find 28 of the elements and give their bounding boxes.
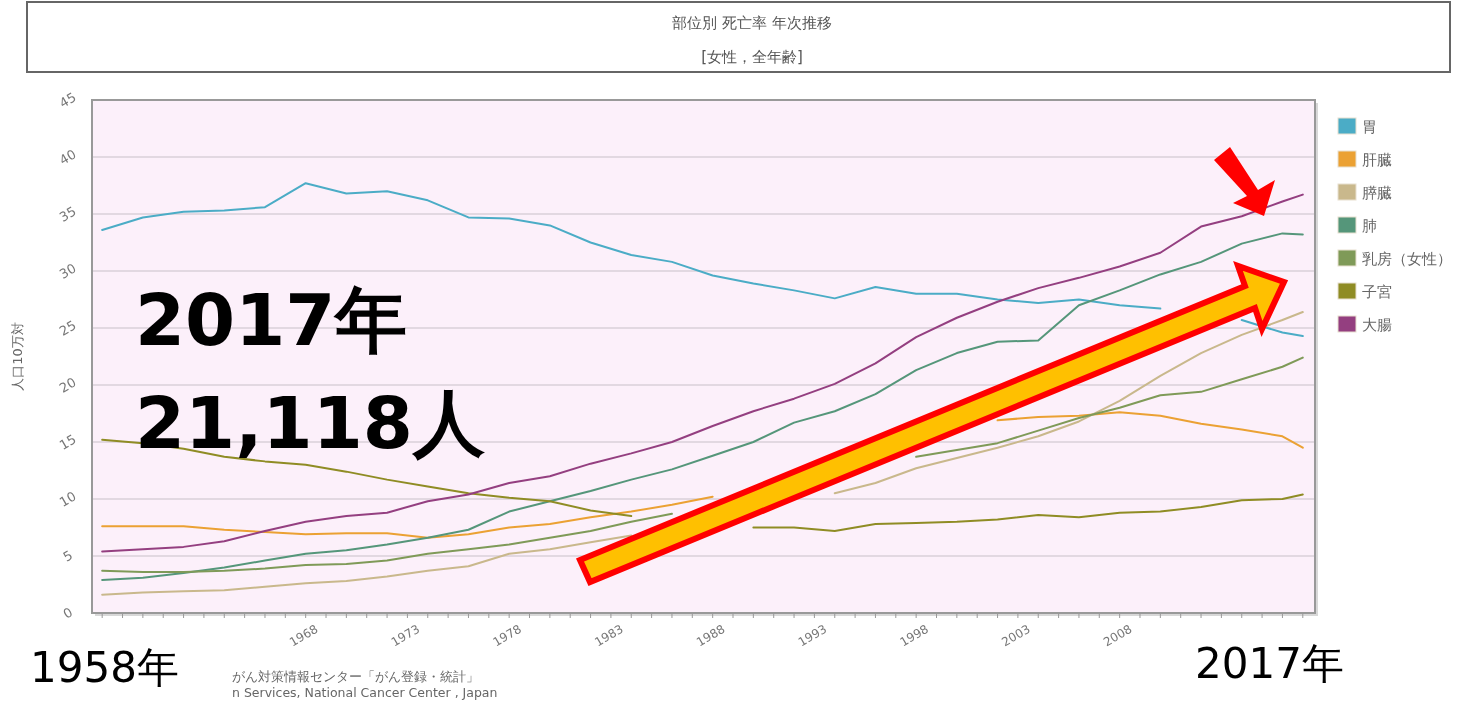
text: 2017年 [1195,639,1344,688]
legend-label: 乳房（女性） [1362,250,1452,268]
text: 1958年 [30,643,179,692]
y-tick-label: 35 [56,203,79,225]
y-tick-label: 25 [56,317,79,339]
legend-label: 大腸 [1362,316,1392,334]
y-tick-label: 20 [56,374,79,396]
line-series [101,232,1304,581]
y-tick-label: 5 [60,547,76,565]
y-axis-title: 人口10万対 [10,322,25,391]
y-tick-label: 30 [56,260,79,282]
y-tick-label: 0 [60,604,76,622]
legend-label: 胃 [1362,118,1377,136]
text: n Services, National Cancer Center , Japan [232,685,498,700]
annotation: 21,118人 [135,381,485,465]
legend-label: 肺 [1362,217,1377,235]
annotation: 2017年 [135,278,408,362]
y-tick-label: 10 [56,488,79,510]
y-tick-label: 40 [56,146,79,168]
chart-title: 部位別 死亡率 年次推移 [672,14,832,32]
y-tick-label: 45 [56,89,79,111]
legend-label: 肝臓 [1362,151,1392,169]
legend-label: 膵臓 [1362,184,1392,202]
y-tick-label: 15 [56,431,79,453]
legend-label: 子宮 [1362,283,1392,301]
chart-subtitle: [女性，全年齢] [701,48,803,66]
line-series [101,193,1304,553]
text: がん対策情報センター「がん登録・統計」 [232,669,479,684]
